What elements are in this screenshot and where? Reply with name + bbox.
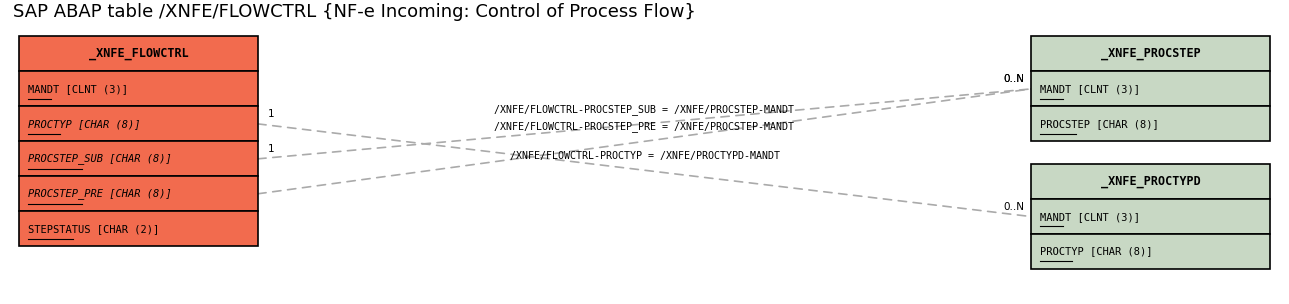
Bar (19, 36, 258, 71)
Text: /XNFE/FLOWCTRL-PROCSTEP_PRE = /XNFE/PROCSTEP-MANDT: /XNFE/FLOWCTRL-PROCSTEP_PRE = /XNFE/PROC… (495, 121, 794, 132)
Bar (19, 71, 258, 106)
Bar (1031, 234, 1270, 269)
Text: PROCSTEP_PRE [CHAR (8)]: PROCSTEP_PRE [CHAR (8)] (28, 188, 173, 199)
Text: /XNFE/FLOWCTRL-PROCSTEP_SUB = /XNFE/PROCSTEP-MANDT: /XNFE/FLOWCTRL-PROCSTEP_SUB = /XNFE/PROC… (495, 104, 794, 115)
Text: MANDT [CLNT (3)]: MANDT [CLNT (3)] (28, 84, 129, 94)
Text: 0..N: 0..N (1004, 74, 1025, 84)
Text: /XNFE/FLOWCTRL-PROCTYP = /XNFE/PROCTYPD-MANDT: /XNFE/FLOWCTRL-PROCTYP = /XNFE/PROCTYPD-… (509, 151, 780, 161)
Text: MANDT [CLNT (3)]: MANDT [CLNT (3)] (1040, 212, 1141, 222)
Bar (1031, 106, 1270, 141)
Text: PROCSTEP [CHAR (8)]: PROCSTEP [CHAR (8)] (1040, 119, 1159, 129)
Text: STEPSTATUS [CHAR (2)]: STEPSTATUS [CHAR (2)] (28, 224, 160, 234)
Text: SAP ABAP table /XNFE/FLOWCTRL {NF-e Incoming: Control of Process Flow}: SAP ABAP table /XNFE/FLOWCTRL {NF-e Inco… (13, 3, 696, 21)
Bar (1031, 199, 1270, 234)
Bar (1031, 71, 1270, 106)
Text: 1: 1 (268, 109, 275, 119)
Bar (19, 211, 258, 246)
Text: 0..N: 0..N (1004, 74, 1025, 84)
Text: PROCTYP [CHAR (8)]: PROCTYP [CHAR (8)] (28, 119, 141, 129)
Bar (19, 106, 258, 141)
Text: _XNFE_PROCSTEP: _XNFE_PROCSTEP (1101, 47, 1200, 60)
Text: 0..N: 0..N (1004, 202, 1025, 212)
Text: PROCSTEP_SUB [CHAR (8)]: PROCSTEP_SUB [CHAR (8)] (28, 154, 173, 164)
Bar (19, 176, 258, 211)
Bar (1031, 164, 1270, 199)
Text: PROCTYP [CHAR (8)]: PROCTYP [CHAR (8)] (1040, 247, 1152, 257)
Text: _XNFE_FLOWCTRL: _XNFE_FLOWCTRL (89, 47, 188, 60)
Text: _XNFE_PROCTYPD: _XNFE_PROCTYPD (1101, 175, 1200, 188)
Text: 1: 1 (268, 144, 275, 154)
Bar (1031, 36, 1270, 71)
Text: MANDT [CLNT (3)]: MANDT [CLNT (3)] (1040, 84, 1141, 94)
Bar (19, 141, 258, 176)
